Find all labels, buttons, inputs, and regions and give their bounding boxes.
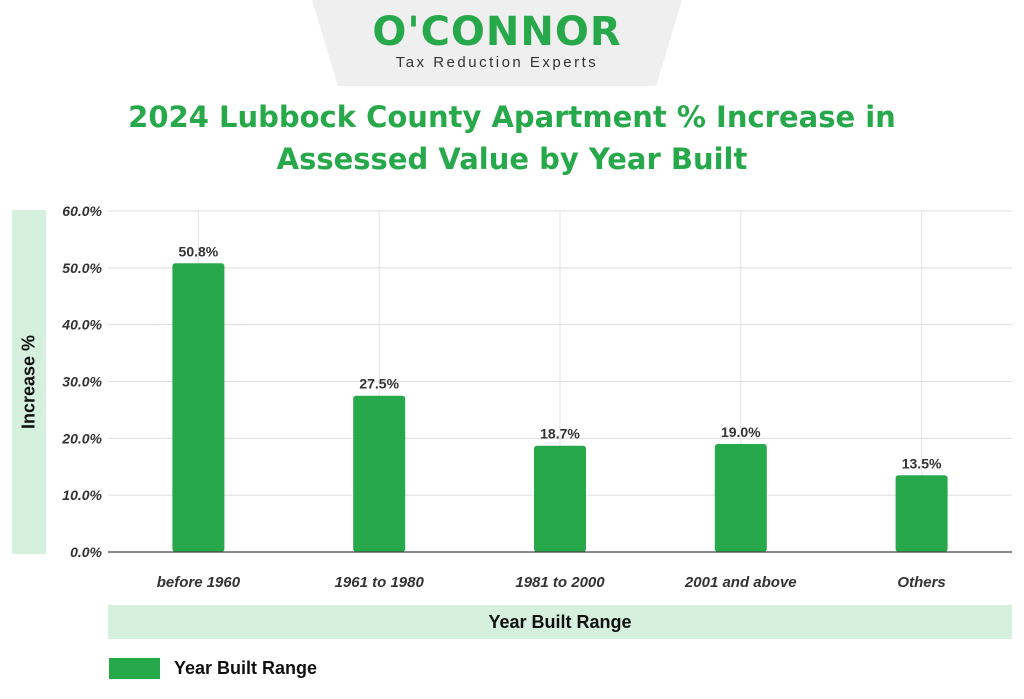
- y-tick-label: 50.0%: [62, 260, 102, 276]
- y-tick-label: 40.0%: [61, 317, 102, 333]
- data-label: 13.5%: [902, 455, 942, 471]
- x-tick-label: 2001 and above: [684, 574, 797, 591]
- logo-tagline: Tax Reduction Experts: [395, 54, 599, 71]
- bar: [353, 395, 406, 552]
- bar: [172, 263, 225, 552]
- y-tick-label: 20.0%: [61, 430, 102, 446]
- bar: [895, 475, 948, 552]
- y-tick-label: 30.0%: [62, 374, 102, 390]
- bar: [534, 445, 586, 552]
- data-label: 50.8%: [179, 243, 219, 259]
- chart-title: 2024 Lubbock County Apartment % Increase…: [128, 100, 896, 176]
- data-label: 19.0%: [721, 424, 761, 440]
- legend-label: Year Built Range: [174, 658, 318, 678]
- logo-wordmark: O'CONNOR: [372, 9, 622, 55]
- y-tick-label: 10.0%: [62, 487, 102, 503]
- x-tick-label: Others: [897, 574, 945, 591]
- logo-background: [312, 0, 682, 86]
- x-axis-label-band: [108, 605, 1012, 639]
- bar: [714, 444, 767, 552]
- x-tick-label: 1961 to 1980: [335, 574, 425, 591]
- y-tick-label: 0.0%: [70, 544, 102, 560]
- x-axis-label: Year Built Range: [488, 612, 632, 632]
- y-tick-label: 60.0%: [62, 203, 102, 219]
- x-tick-label: before 1960: [157, 574, 241, 591]
- data-label: 18.7%: [540, 426, 580, 442]
- y-axis-label-band: [12, 210, 46, 554]
- bar-chart: 0.0% 10.0% 20.0% 30.0% 40.0% 50.0% 60.0% 50.8% b…: [61, 203, 1012, 591]
- legend-swatch: [109, 658, 160, 679]
- x-tick-label: 1981 to 2000: [515, 574, 605, 591]
- data-label: 27.5%: [359, 376, 399, 392]
